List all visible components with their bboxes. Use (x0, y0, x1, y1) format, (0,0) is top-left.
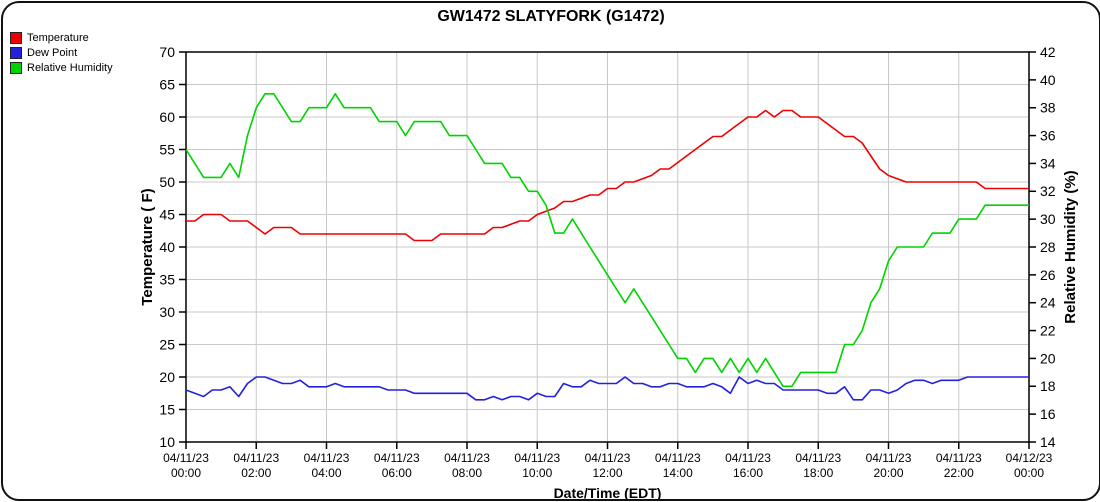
plot-border (185, 51, 1030, 443)
x-tick-date-label: 04/12/23 (1006, 451, 1053, 465)
x-tick-time-label: 14:00 (663, 466, 693, 480)
legend-item-dew-point: Dew Point (10, 45, 113, 60)
legend-item-temperature: Temperature (10, 30, 113, 45)
y-right-tick-label: 40 (1040, 72, 1056, 88)
y-left-tick-label: 65 (159, 76, 175, 92)
x-tick-date-label: 04/11/23 (163, 451, 209, 465)
legend-label-temperature: Temperature (27, 31, 89, 44)
temperature-swatch-icon (10, 31, 22, 44)
x-tick-time-label: 08:00 (452, 466, 482, 480)
x-tick-date-label: 04/11/23 (374, 451, 420, 465)
legend-item-relative-humidity: Relative Humidity (10, 60, 113, 75)
y-left-tick-label: 60 (159, 109, 175, 125)
x-tick-time-label: 00:00 (171, 466, 201, 480)
x-axis-title: Date/Time (EDT) (554, 485, 662, 499)
x-tick-time-label: 12:00 (592, 466, 622, 480)
y-left-tick-label: 45 (159, 206, 175, 222)
y-right-tick-label: 28 (1040, 239, 1056, 255)
y-left-tick-label: 50 (159, 174, 175, 190)
y-left-tick-label: 25 (159, 336, 175, 352)
y-left-tick-label: 15 (159, 401, 175, 417)
y-left-tick-label: 70 (159, 44, 175, 60)
y-right-tick-label: 42 (1040, 44, 1056, 60)
x-tick-time-label: 22:00 (944, 466, 974, 480)
y-right-tick-label: 24 (1040, 295, 1056, 311)
x-tick-date-label: 04/11/23 (444, 451, 490, 465)
y-right-tick-label: 36 (1040, 127, 1056, 143)
x-tick-date-label: 04/11/23 (233, 451, 279, 465)
x-tick-date-label: 04/11/23 (304, 451, 350, 465)
x-tick-time-label: 16:00 (733, 466, 763, 480)
x-tick-date-label: 04/11/23 (936, 451, 982, 465)
y-right-tick-label: 22 (1040, 322, 1056, 338)
legend-label-dew-point: Dew Point (27, 46, 78, 59)
x-tick-date-label: 04/11/23 (795, 451, 841, 465)
legend: Temperature Dew Point Relative Humidity (10, 30, 113, 75)
series-relative-humidity-line (185, 93, 1029, 388)
plot-area: 10 15 20 25 30 35 40 45 50 55 60 65 70 14 16 18 20 22 24 26… (139, 44, 1079, 499)
x-tick-time-label: 02:00 (241, 466, 271, 480)
dew-point-swatch-icon (10, 46, 22, 59)
y-right-tick-label: 26 (1040, 267, 1056, 283)
x-tick-time-label: 20:00 (873, 466, 903, 480)
y-left-tick-label: 35 (159, 271, 175, 287)
x-tick-date-label: 04/11/23 (514, 451, 560, 465)
chart-title: GW1472 SLATYFORK (G1472) (437, 8, 665, 25)
x-tick-time-label: 10:00 (522, 466, 552, 480)
x-tick-date-label: 04/11/23 (655, 451, 701, 465)
x-tick-date-label: 04/11/23 (725, 451, 771, 465)
y-right-tick-label: 34 (1040, 155, 1056, 171)
y-left-tick-label: 20 (159, 369, 175, 385)
y-left-tick-label: 55 (159, 141, 175, 157)
y-right-tick-label: 38 (1040, 100, 1056, 116)
x-tick-time-label: 18:00 (803, 466, 833, 480)
y-right-tick-label: 30 (1040, 211, 1056, 227)
relative-humidity-swatch-icon (10, 61, 22, 74)
y-right-tick-label: 18 (1040, 378, 1056, 394)
y-left-axis-title: Temperature ( F) (139, 188, 156, 305)
legend-label-relative-humidity: Relative Humidity (27, 61, 113, 74)
y-right-axis-title: Relative Humidity (%) (1062, 170, 1079, 323)
y-right-tick-label: 16 (1040, 406, 1056, 422)
y-left-tick-label: 40 (159, 239, 175, 255)
series-temperature-line (186, 109, 1029, 242)
series-dew-point-line (185, 376, 1029, 401)
y-left-tick-label: 10 (159, 434, 175, 450)
x-tick-date-label: 04/11/23 (585, 451, 631, 465)
x-tick-date-label: 04/11/23 (866, 451, 912, 465)
y-right-tick-label: 14 (1040, 434, 1056, 450)
y-right-tick-label: 20 (1040, 350, 1056, 366)
x-tick-time-label: 04:00 (311, 466, 341, 480)
x-tick-time-label: 00:00 (1014, 466, 1044, 480)
y-left-tick-label: 30 (159, 304, 175, 320)
x-tick-time-label: 06:00 (382, 466, 412, 480)
y-right-tick-label: 32 (1040, 183, 1056, 199)
